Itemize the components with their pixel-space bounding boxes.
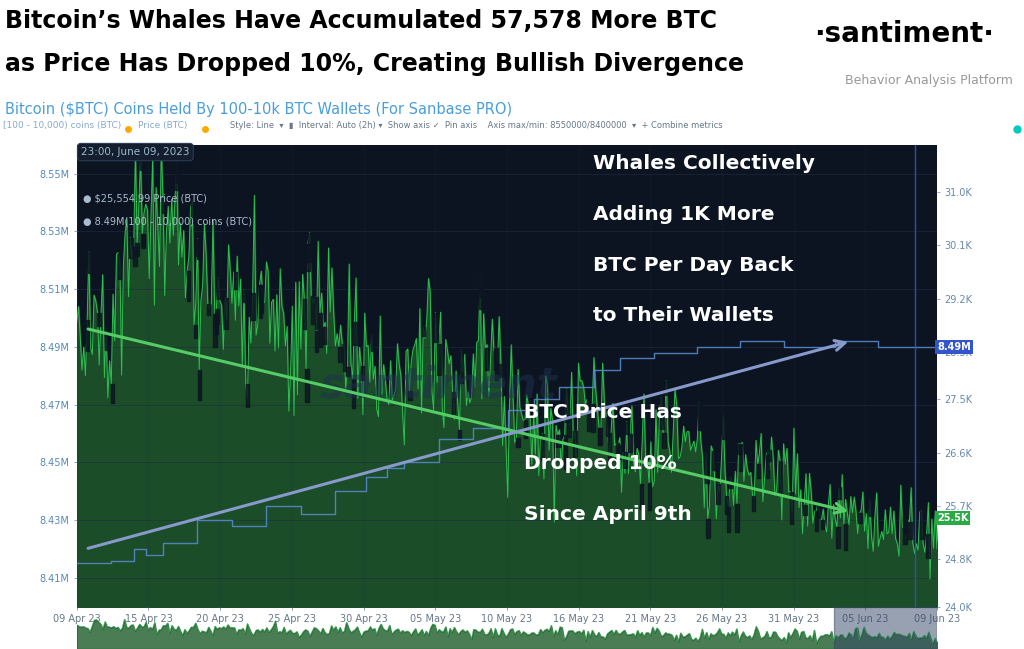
Text: ● 8.49M(100 - 10,000) coins (BTC): ● 8.49M(100 - 10,000) coins (BTC) bbox=[83, 216, 252, 227]
Text: BTC Price Has: BTC Price Has bbox=[524, 404, 682, 422]
Text: [100 - 10,000) coins (BTC): [100 - 10,000) coins (BTC) bbox=[3, 121, 121, 130]
Text: Price (BTC): Price (BTC) bbox=[138, 121, 187, 130]
Text: Behavior Analysis Platform: Behavior Analysis Platform bbox=[845, 74, 1013, 87]
Text: Since April 9th: Since April 9th bbox=[524, 505, 692, 524]
FancyArrowPatch shape bbox=[88, 341, 845, 548]
Bar bbox=[834, 607, 937, 649]
Text: Bitcoin’s Whales Have Accumulated 57,578 More BTC: Bitcoin’s Whales Have Accumulated 57,578… bbox=[5, 9, 717, 33]
Text: 23:00, June 09, 2023: 23:00, June 09, 2023 bbox=[81, 147, 189, 157]
Text: santiment: santiment bbox=[319, 364, 557, 406]
Text: to Their Wallets: to Their Wallets bbox=[593, 306, 774, 325]
Text: Whales Collectively: Whales Collectively bbox=[593, 154, 815, 173]
Text: 25.5K: 25.5K bbox=[937, 513, 969, 523]
Text: 8.49M: 8.49M bbox=[937, 342, 971, 352]
Text: Dropped 10%: Dropped 10% bbox=[524, 454, 677, 473]
Text: as Price Has Dropped 10%, Creating Bullish Divergence: as Price Has Dropped 10%, Creating Bulli… bbox=[5, 53, 744, 76]
Text: ● $25,554.99 Price (BTC): ● $25,554.99 Price (BTC) bbox=[83, 193, 207, 203]
Text: Style: Line  ▾  ▮  Interval: Auto (2h) ▾  Show axis ✓  Pin axis    Axis max/min:: Style: Line ▾ ▮ Interval: Auto (2h) ▾ Sh… bbox=[230, 121, 723, 130]
Text: Adding 1K More: Adding 1K More bbox=[593, 205, 774, 224]
Text: Bitcoin ($BTC) Coins Held By 100-10k BTC Wallets (For Sanbase PRO): Bitcoin ($BTC) Coins Held By 100-10k BTC… bbox=[5, 103, 512, 117]
FancyArrowPatch shape bbox=[88, 329, 845, 513]
Text: BTC Per Day Back: BTC Per Day Back bbox=[593, 256, 794, 275]
Text: ·santiment·: ·santiment· bbox=[814, 20, 994, 49]
